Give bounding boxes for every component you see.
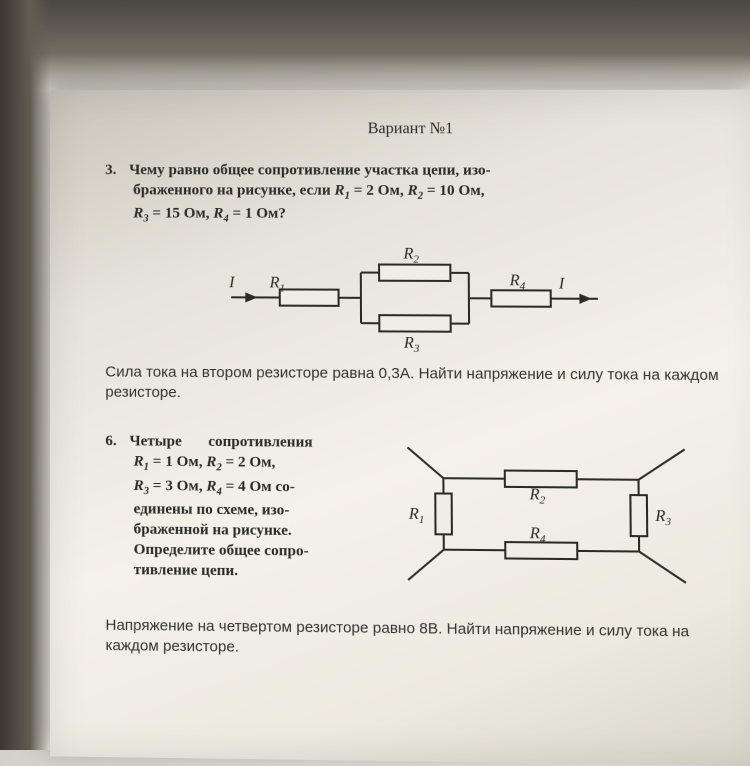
c6-R3s: 3 (664, 516, 671, 528)
c3-R2: R (402, 245, 413, 262)
p3-r4: R (213, 206, 223, 222)
svg-text:R2: R2 (528, 486, 545, 507)
p3-r3v: = 15 Ом, (149, 206, 214, 222)
p6-line4: браженной на рисунке. (134, 521, 292, 539)
p3-line1: Чему равно общее сопротивление участка ц… (129, 162, 491, 179)
problem-3-num: 3. (105, 160, 129, 180)
shadow-top (0, 0, 750, 90)
page: Вариант №1 3.Чему равно общее сопротивле… (50, 90, 750, 766)
p6-r2v: = 2 Ом, (222, 454, 276, 471)
svg-text:R2: R2 (402, 245, 419, 265)
p6-r1v: = 1 Ом, (149, 454, 206, 471)
p3-r1: R (334, 183, 344, 199)
c3-R4: R (508, 272, 519, 289)
p6-line3: единены по схеме, изо- (134, 501, 290, 519)
c6-R1s: 1 (418, 514, 424, 526)
p6-r3: R (134, 477, 144, 493)
p3-r2: R (407, 183, 417, 199)
p6-line1: Четыре сопротивления (130, 433, 313, 451)
problem-6-addendum: Напряжение на четвертом резисторе равно … (105, 616, 725, 665)
circuit-6: R1 R2 R4 R3 (402, 437, 712, 593)
problem-3-text: 3.Чему равно общее сопротивление участка… (105, 160, 721, 228)
p3-line2: браженного на рисунке, если (133, 182, 334, 198)
c6-R1: R (407, 506, 418, 523)
p6-line6: тивление цепи. (134, 562, 238, 579)
circuit-3: I R1 R2 R3 R4 I (218, 241, 606, 354)
c3-R1: R (268, 274, 279, 291)
c3-R3: R (402, 334, 413, 351)
c3-R3s: 3 (412, 342, 419, 354)
problem-3-addendum: Сила тока на втором резисторе равна 0,3А… (105, 362, 722, 407)
c3-R1s: 1 (279, 282, 285, 294)
svg-text:R1: R1 (268, 274, 285, 294)
c3-I-left: I (228, 274, 235, 291)
c3-R4s: 4 (519, 280, 525, 292)
p6-r3v: = 3 Ом, (149, 477, 206, 494)
p3-r4v: = 1 Ом? (229, 206, 286, 222)
p3-r3: R (133, 206, 143, 222)
p6-line5: Определите общее сопро- (134, 542, 309, 560)
svg-text:R1: R1 (407, 506, 424, 527)
p6-r4: R (206, 478, 216, 494)
shadow-left (0, 0, 50, 750)
variant-title: Вариант №1 (105, 120, 720, 138)
p3-r2v: = 10 Ом, (423, 183, 485, 199)
p3-r1v: = 2 Ом, (350, 183, 408, 199)
problem-6-num: 6. (105, 431, 129, 452)
p6-r4v: = 4 Ом со- (222, 478, 295, 495)
problem-6-text: 6.Четыре сопротивления R1 = 1 Ом, R2 = 2… (105, 431, 369, 583)
svg-text:R3: R3 (402, 334, 419, 354)
c3-I-right: I (557, 275, 564, 292)
c6-R3: R (654, 508, 666, 526)
c6-R2: R (528, 486, 539, 503)
c3-R2s: 2 (413, 253, 419, 265)
p6-r1: R (134, 454, 144, 470)
svg-text:R3: R3 (654, 508, 672, 529)
problem-3: 3.Чему равно общее сопротивление участка… (105, 160, 722, 407)
c6-R4: R (528, 525, 539, 543)
p6-r2: R (206, 454, 216, 470)
c6-R2s: 2 (539, 494, 545, 506)
problem-6: 6.Четыре сопротивления R1 = 1 Ом, R2 = 2… (105, 431, 725, 664)
c6-R4s: 4 (539, 533, 545, 545)
